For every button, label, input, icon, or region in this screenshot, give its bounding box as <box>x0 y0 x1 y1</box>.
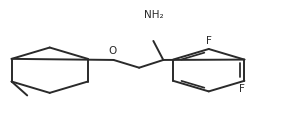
Text: F: F <box>206 36 212 46</box>
Text: F: F <box>239 84 245 94</box>
Text: NH₂: NH₂ <box>143 10 163 21</box>
Text: O: O <box>108 46 116 56</box>
